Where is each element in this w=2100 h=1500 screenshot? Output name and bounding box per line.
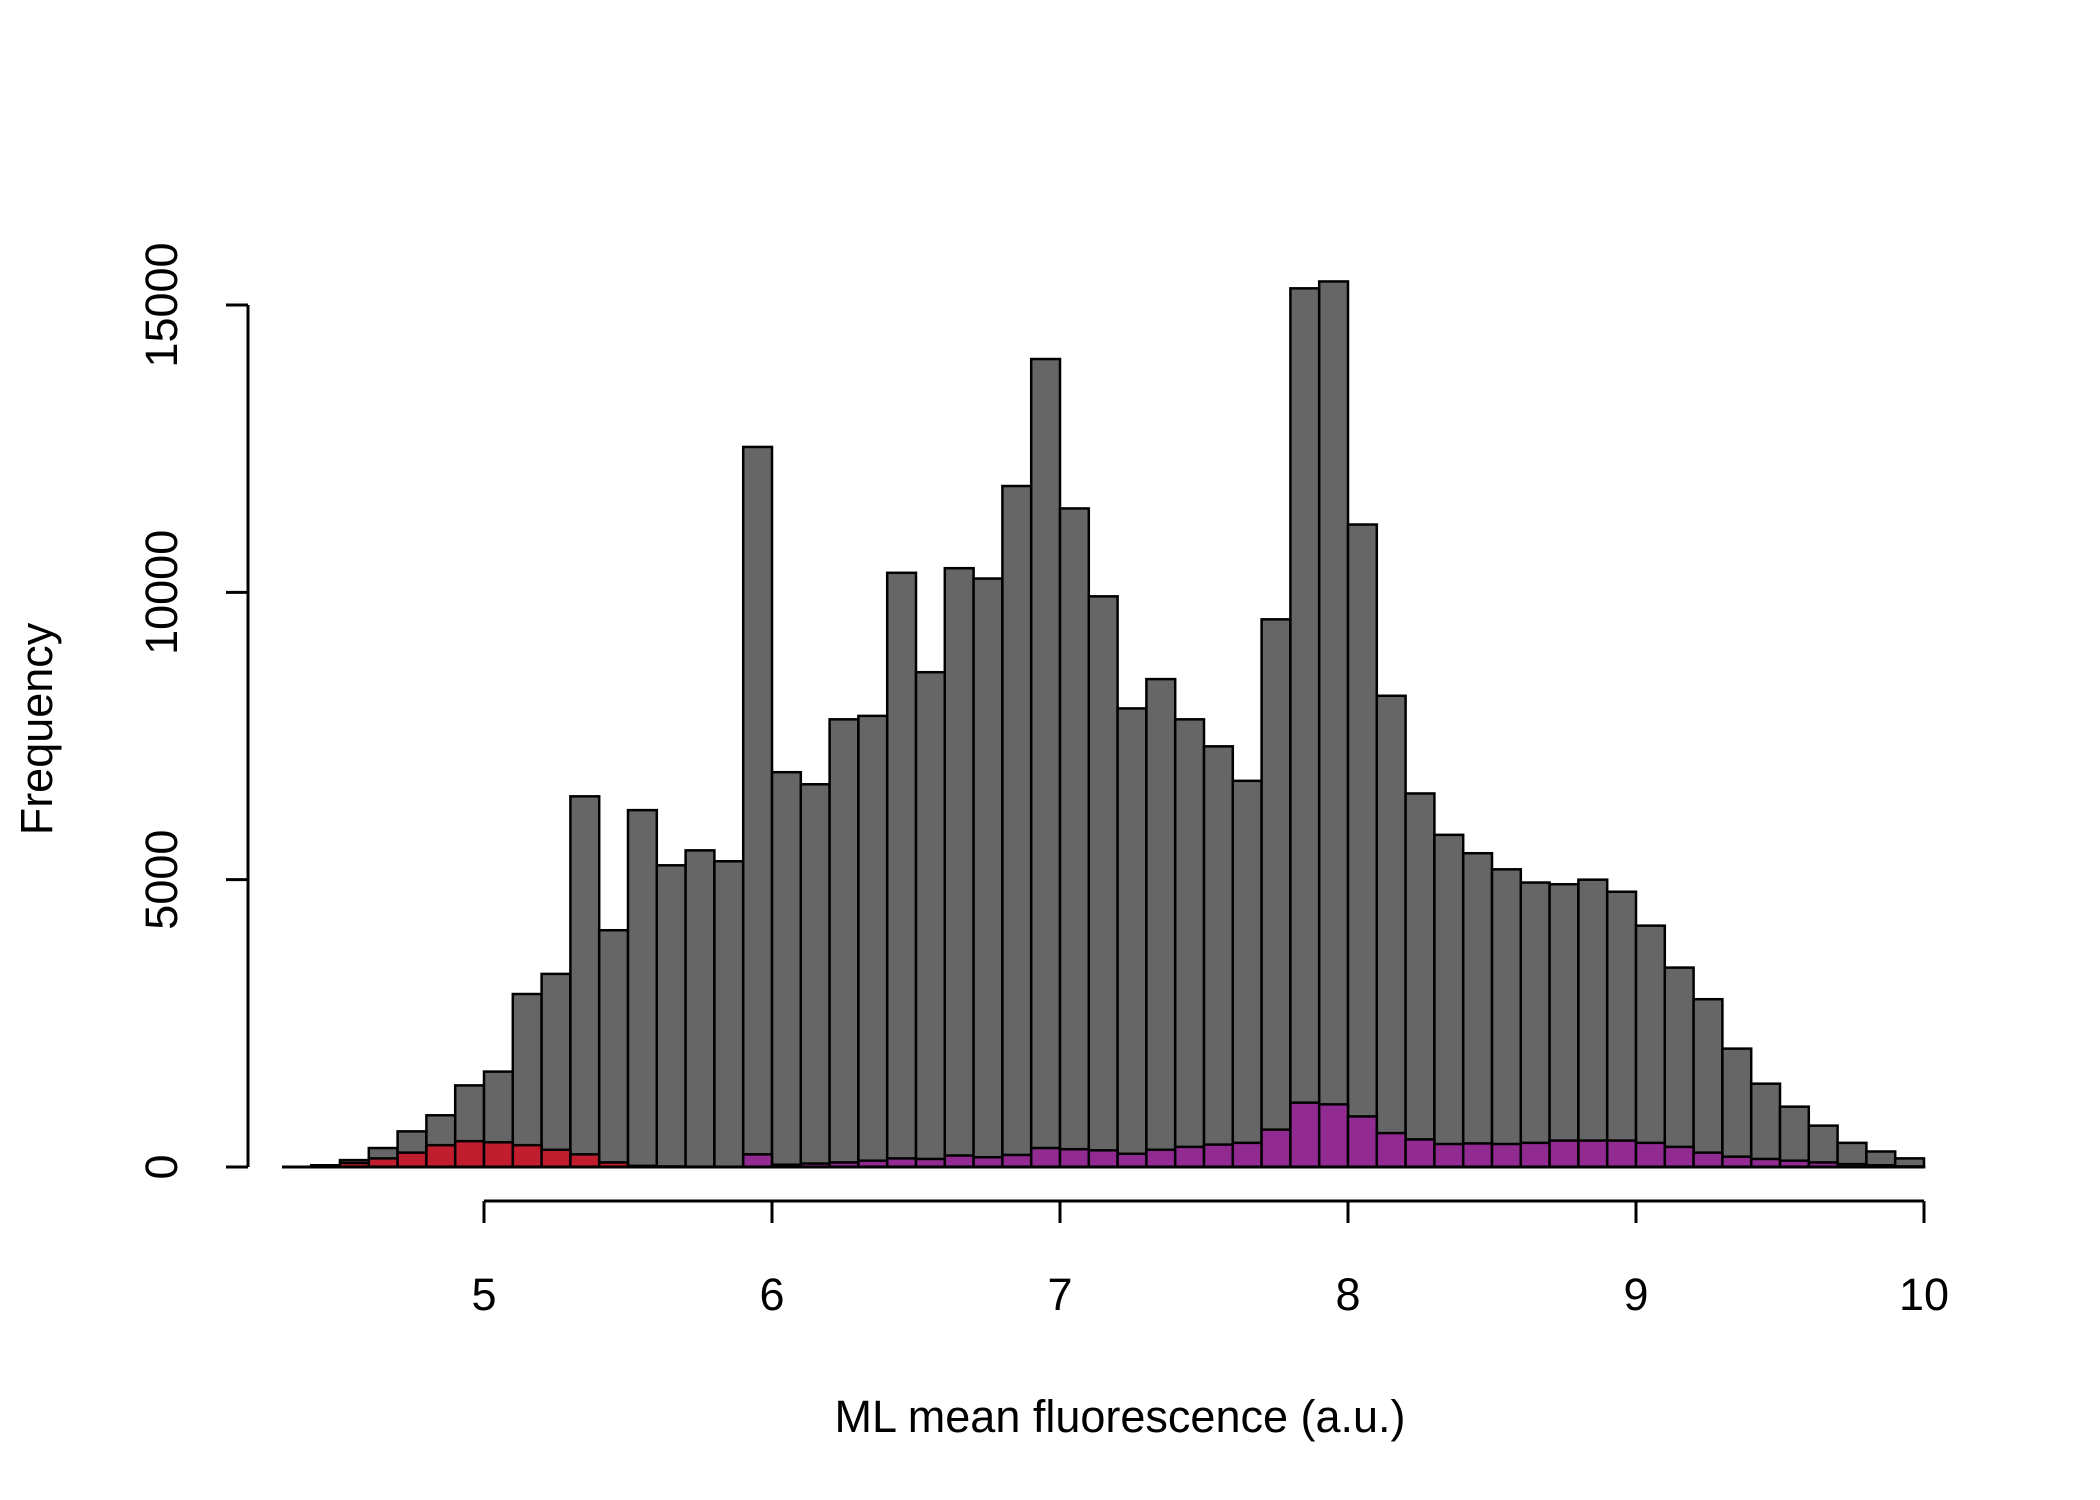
purple-bar xyxy=(1317,1103,1350,1169)
x-axis: 5 6 7 8 9 10 xyxy=(471,1199,1949,1320)
gray-bar xyxy=(1634,924,1667,1169)
x-tick-label: 10 xyxy=(1899,1269,1949,1320)
gray-bar xyxy=(1605,890,1638,1169)
gray-bar xyxy=(1289,287,1321,1169)
gray-bar xyxy=(770,770,803,1169)
purple-bar xyxy=(1461,1142,1494,1169)
x-axis-title: ML mean fluorescence (a.u.) xyxy=(834,1391,1405,1442)
purple-bar xyxy=(1145,1148,1177,1169)
gray-bar xyxy=(1490,868,1523,1169)
y-tick-label: 5000 xyxy=(136,830,187,930)
y-tick-label: 0 xyxy=(136,1154,187,1179)
purple-bar xyxy=(1519,1141,1551,1169)
gray-bar xyxy=(1375,694,1407,1169)
x-tick-label: 8 xyxy=(1335,1269,1360,1320)
red-bar xyxy=(540,1148,572,1169)
purple-bar xyxy=(1404,1138,1436,1169)
purple-bar xyxy=(1548,1139,1580,1169)
purple-bar xyxy=(1087,1149,1119,1169)
gray-bar xyxy=(1749,1082,1782,1169)
purple-bar xyxy=(1001,1153,1033,1169)
x-tick-label: 7 xyxy=(1047,1269,1072,1320)
gray-bar xyxy=(713,860,745,1169)
gray-bar xyxy=(1231,779,1263,1169)
gray-bar xyxy=(857,714,889,1169)
gray-bar xyxy=(1001,484,1033,1169)
purple-bar xyxy=(1289,1101,1321,1169)
red-bar xyxy=(396,1151,428,1169)
gray-bar xyxy=(1807,1124,1839,1169)
gray-bar xyxy=(799,783,831,1169)
gray-bar xyxy=(1433,833,1465,1169)
gray-bar xyxy=(655,864,687,1169)
gray-bar xyxy=(943,566,975,1169)
x-tick-label: 9 xyxy=(1623,1269,1648,1320)
gray-bar xyxy=(1548,883,1580,1169)
purple-bar xyxy=(943,1154,975,1169)
purple-bar xyxy=(1173,1145,1206,1169)
gray-bar xyxy=(1404,792,1436,1169)
gray-bar xyxy=(1577,878,1609,1169)
gray-bar xyxy=(1202,745,1235,1169)
purple-bar xyxy=(1375,1131,1407,1169)
purple-bar xyxy=(1058,1147,1091,1169)
red-series-bars xyxy=(309,1139,716,1169)
gray-bar xyxy=(972,577,1004,1169)
gray-bar xyxy=(1173,718,1206,1169)
purple-bar xyxy=(1346,1115,1379,1169)
gray-bar xyxy=(1346,523,1379,1169)
x-tick-label: 6 xyxy=(759,1269,784,1320)
purple-bar xyxy=(1202,1143,1235,1169)
gray-bar xyxy=(1663,966,1695,1169)
y-axis-title: Frequency xyxy=(11,622,62,835)
purple-bar xyxy=(1634,1141,1667,1169)
gray-bar xyxy=(1778,1105,1811,1169)
gray-bar xyxy=(1145,677,1177,1169)
gray-bar xyxy=(1519,881,1551,1169)
y-tick-label: 15000 xyxy=(136,242,187,367)
red-bar xyxy=(425,1143,457,1169)
gray-bar xyxy=(885,571,918,1169)
gray-bar xyxy=(1116,707,1148,1169)
purple-bar xyxy=(1116,1152,1148,1169)
red-bar xyxy=(511,1143,543,1169)
gray-bar xyxy=(626,808,659,1169)
purple-series-bars xyxy=(741,1101,1926,1169)
gray-bar xyxy=(914,670,947,1169)
purple-bar xyxy=(1577,1139,1609,1169)
red-bar xyxy=(569,1153,601,1169)
purple-bar xyxy=(1663,1145,1695,1169)
red-bar xyxy=(453,1139,486,1169)
gray-bar xyxy=(540,972,572,1169)
gray-bar xyxy=(1721,1047,1753,1169)
gray-bar xyxy=(569,795,601,1169)
gray-bar xyxy=(1058,507,1091,1169)
gray-bar xyxy=(684,849,716,1169)
gray-bar xyxy=(511,992,543,1169)
x-tick-label: 5 xyxy=(471,1269,496,1320)
red-bar xyxy=(482,1141,515,1169)
purple-bar xyxy=(1260,1128,1292,1169)
purple-bar xyxy=(1605,1139,1638,1169)
gray-bar xyxy=(1029,357,1062,1169)
purple-bar xyxy=(1231,1141,1263,1169)
gray-bar xyxy=(1087,595,1119,1169)
y-tick-label: 10000 xyxy=(136,530,187,655)
purple-bar xyxy=(1433,1142,1465,1169)
purple-bar xyxy=(1490,1142,1523,1169)
purple-bar xyxy=(1029,1146,1062,1169)
gray-bar xyxy=(1317,280,1350,1169)
gray-bar xyxy=(1692,997,1724,1169)
gray-series-bars xyxy=(309,280,1926,1169)
gray-bar xyxy=(1260,618,1292,1169)
gray-bar xyxy=(597,928,630,1169)
gray-bar xyxy=(741,445,774,1169)
purple-bar xyxy=(1692,1151,1724,1169)
y-axis: 0 5000 10000 15000 xyxy=(136,242,250,1180)
gray-bar xyxy=(1461,851,1494,1169)
purple-bar xyxy=(1721,1155,1753,1169)
gray-bar xyxy=(828,718,860,1169)
purple-bar xyxy=(741,1153,774,1169)
